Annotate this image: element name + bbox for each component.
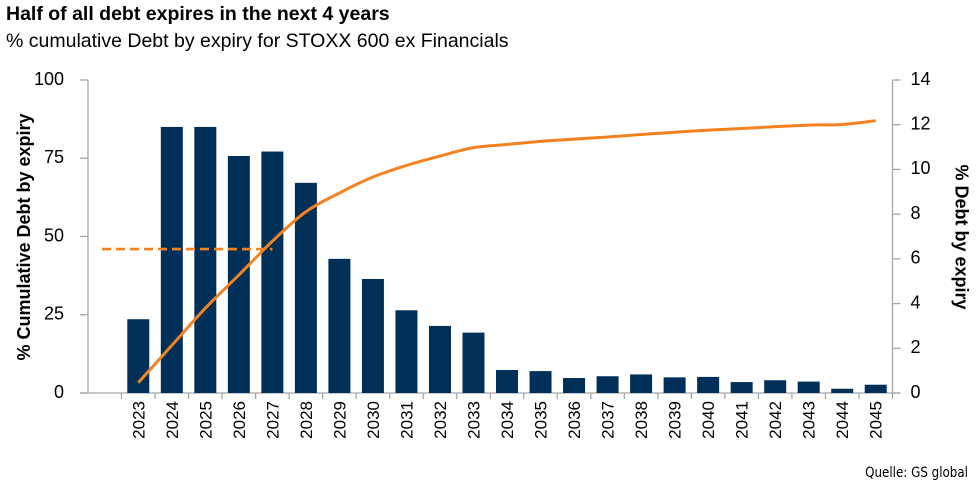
x-tick-label: 2024 <box>163 401 182 439</box>
right-axis-title: % Debt by expiry <box>951 164 971 309</box>
chart-subtitle: % cumulative Debt by expiry for STOXX 60… <box>6 30 509 52</box>
x-tick-label: 2031 <box>397 401 416 439</box>
x-tick-label: 2041 <box>733 401 752 439</box>
bar-2028 <box>294 182 317 393</box>
bar-2027 <box>261 151 284 393</box>
right-tick-label: 10 <box>911 158 931 178</box>
bar-2035 <box>529 371 552 393</box>
bar-2040 <box>697 376 720 393</box>
right-tick-label: 0 <box>911 382 921 402</box>
bar-2031 <box>395 310 418 393</box>
x-tick-label: 2040 <box>699 401 718 439</box>
x-tick-label: 2026 <box>230 401 249 439</box>
bar-2024 <box>160 126 183 393</box>
x-tick-label: 2037 <box>599 401 618 439</box>
source-note: Quelle: GS global <box>865 465 968 481</box>
x-tick-label: 2038 <box>632 401 651 439</box>
bar-series <box>127 126 887 393</box>
x-tick-label: 2034 <box>498 401 517 439</box>
bar-2043 <box>797 381 820 393</box>
bar-2030 <box>361 278 384 393</box>
bar-2033 <box>462 332 485 393</box>
x-tick-label: 2027 <box>263 401 282 439</box>
x-tick-label: 2029 <box>330 401 349 439</box>
left-axis-title: % Cumulative Debt by expiry <box>14 113 34 360</box>
bar-2038 <box>630 374 653 393</box>
chart-title: Half of all debt expires in the next 4 y… <box>6 3 390 25</box>
x-tick-label: 2036 <box>565 401 584 439</box>
right-tick-label: 6 <box>911 248 921 268</box>
left-tick-label: 0 <box>54 382 64 402</box>
bar-2044 <box>831 388 854 393</box>
left-tick-label: 25 <box>44 304 64 324</box>
cumulative-debt-line <box>137 119 876 384</box>
x-tick-label: 2033 <box>464 401 483 439</box>
right-tick-label: 14 <box>911 69 931 89</box>
x-tick-label: 2025 <box>196 401 215 439</box>
bar-2032 <box>428 325 451 393</box>
bar-2025 <box>194 126 217 393</box>
right-tick-label: 2 <box>911 337 921 357</box>
x-tick-label: 2032 <box>431 401 450 439</box>
bar-2042 <box>764 380 787 393</box>
x-tick-label: 2044 <box>833 401 852 439</box>
left-tick-label: 100 <box>34 69 64 89</box>
right-tick-label: 8 <box>911 203 921 223</box>
x-tick-label: 2043 <box>800 401 819 439</box>
x-tick-label: 2023 <box>129 401 148 439</box>
bar-2034 <box>496 369 519 393</box>
x-tick-label: 2030 <box>364 401 383 439</box>
x-tick-label: 2045 <box>867 401 886 439</box>
x-tick-label: 2042 <box>766 401 785 439</box>
right-tick-label: 12 <box>911 113 931 133</box>
bar-2037 <box>596 376 619 393</box>
x-tick-label: 2039 <box>666 401 685 439</box>
bar-2045 <box>864 384 887 393</box>
axes <box>80 79 901 399</box>
right-tick-label: 4 <box>911 292 921 312</box>
line-series <box>102 119 876 384</box>
left-tick-label: 75 <box>44 147 64 167</box>
bar-2041 <box>730 382 753 393</box>
left-tick-label: 50 <box>44 225 64 245</box>
bar-2036 <box>563 378 586 393</box>
x-tick-label: 2035 <box>532 401 551 439</box>
axis-labels: 0 25 50 75 100 0 2 4 6 8 10 12 14 2023 2024 2025 2026 202… <box>34 69 931 439</box>
x-tick-label: 2028 <box>297 401 316 439</box>
bar-2029 <box>328 258 351 393</box>
bar-2039 <box>663 377 686 393</box>
